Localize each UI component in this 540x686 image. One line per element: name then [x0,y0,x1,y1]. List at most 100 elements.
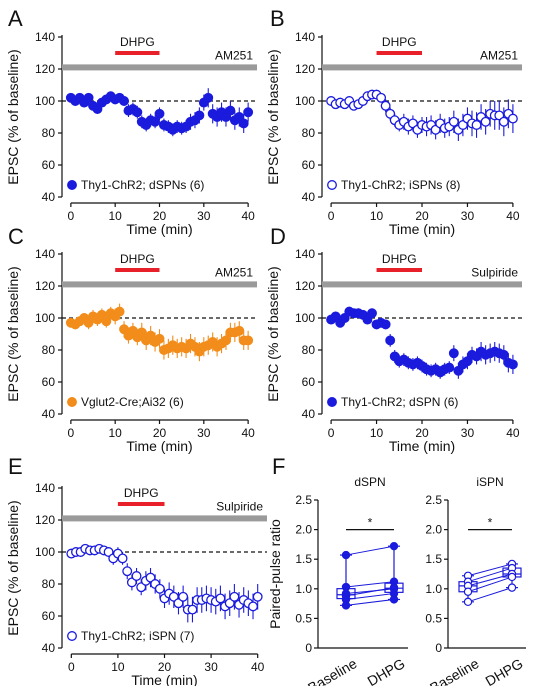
category-label: DHPG [364,655,407,686]
y-axis-title: EPSC (% of baseline) [5,500,21,635]
data-point [463,587,473,596]
drug-bar-label: DHPG [124,486,159,500]
data-point [507,113,518,124]
paired-line [467,563,513,577]
legend-label: Vglut2-Cre;Ai32 (6) [81,395,184,409]
y-tick-label: 60 [302,375,316,389]
x-tick-label: 20 [153,209,167,223]
drug-bar [376,51,422,55]
x-tick-label: 40 [241,426,255,440]
data-point [367,308,377,319]
data-point [507,359,518,370]
panel-letter-d: D [270,224,286,249]
legend-marker [67,631,77,641]
data-point [243,335,254,346]
drug-bar-label: DHPG [382,252,417,266]
y-tick-label: 100 [35,94,55,108]
y-axis-title: EPSC (% of baseline) [265,49,281,184]
group-title: iSPN [476,475,503,489]
y-tick-label: 120 [295,62,315,76]
panel-a-timecourse: 40 60 80 100 120 140 0 10 20 30 40 EPSC (% of basel… [5,30,257,237]
condition-label: AM251 [215,48,253,62]
paired-line [345,593,395,600]
legend-marker [327,397,337,407]
data-point [498,116,509,127]
panel-e-timecourse: 40 60 80 100 120 140 0 10 20 30 40 EPSC (% of basel… [5,481,267,686]
x-axis-title: Time (min) [389,438,455,454]
y-tick-label: 1.5 [295,552,312,566]
y-tick-label: 80 [42,577,56,591]
y-tick-label: 60 [42,375,56,389]
y-tick-label: 80 [42,126,56,140]
condition-bar [322,281,522,288]
data-point [498,349,509,360]
panel-f-ispn-box: 0 0.5 1.0 1.5 2.0 2.5 iSPN * Baseline DHPG [425,475,526,686]
data-point [101,316,112,327]
legend-label: Thy1-ChR2; iSPN (7) [81,629,194,643]
category-label: Baseline [427,655,482,686]
x-tick-label: 40 [506,209,520,223]
condition-label: AM251 [215,265,253,279]
data-point [480,116,491,127]
legend-label: Thy1-ChR2; dSPNs (6) [81,178,204,192]
legend-label: Thy1-ChR2; dSPN (6) [341,395,458,409]
data-point [117,553,128,564]
y-tick-label: 60 [302,158,316,172]
y-tick-label: 2.5 [425,493,442,507]
paired-line [345,598,395,606]
condition-label: AM251 [480,48,518,62]
x-tick-label: 0 [68,209,75,223]
data-point [389,595,399,604]
x-tick-label: 30 [461,209,475,223]
drug-bar [376,268,422,272]
y-tick-label: 2.0 [425,523,442,537]
panel-c-timecourse: 40 60 80 100 120 140 0 10 20 30 40 EPSC (% of basel… [5,247,257,454]
y-tick-label: 140 [35,30,55,44]
y-tick-label: 0.5 [295,611,312,625]
y-tick-label: 100 [295,311,315,325]
data-point [154,108,165,119]
data-point [83,92,94,103]
data-point [136,327,147,338]
data-point [243,107,254,118]
x-tick-label: 10 [109,209,123,223]
x-tick-label: 20 [158,660,172,674]
data-point [389,541,399,551]
drug-bar-label: DHPG [382,35,417,49]
group-title: dSPN [354,475,385,489]
condition-bar [322,64,522,71]
data-point [203,92,214,103]
condition-label: Sulpiride [216,499,263,513]
data-point [448,116,459,127]
y-tick-label: 120 [35,62,55,76]
y-axis-title: Paired-pulse ratio [267,519,283,629]
y-tick-label: 80 [302,343,316,357]
panel-letter-f: F [272,454,285,479]
y-tick-label: 0 [305,641,312,655]
paired-line [467,567,513,583]
y-tick-label: 140 [35,247,55,261]
y-tick-label: 140 [295,30,315,44]
data-point [341,601,351,610]
x-tick-label: 0 [68,426,75,440]
data-point [150,116,161,127]
y-tick-label: 0 [435,641,442,655]
data-point [471,120,482,130]
drug-bar [115,268,160,272]
data-point [444,362,455,373]
data-point [178,591,189,602]
y-axis-title: EPSC (% of baseline) [265,266,281,401]
y-tick-label: 100 [295,94,315,108]
panel-letter-c: C [8,224,24,249]
paired-line [345,587,395,597]
legend-marker [67,180,77,190]
panel-b-timecourse: 40 60 80 100 120 140 0 10 20 30 40 EPSC (% of basel… [265,30,522,237]
x-tick-label: 10 [111,660,125,674]
legend-marker [67,397,77,407]
x-tick-label: 0 [328,426,335,440]
x-axis-title: Time (min) [389,221,455,237]
x-tick-label: 10 [109,426,123,440]
data-point [131,571,142,581]
x-tick-label: 20 [415,426,429,440]
